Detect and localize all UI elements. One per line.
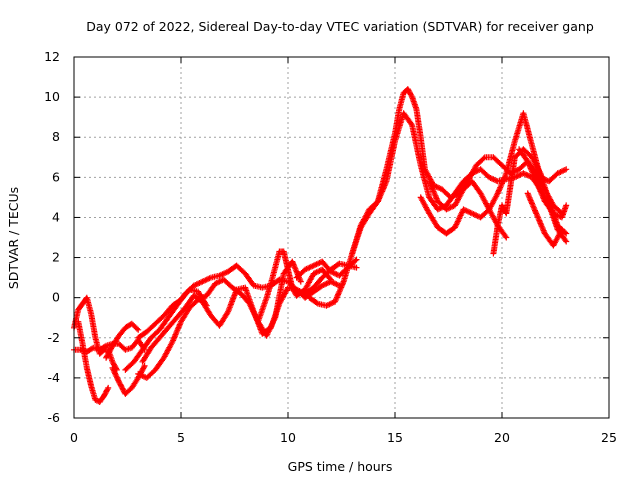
data-point-markers: [103, 320, 142, 361]
x-tick-label: 20: [494, 430, 510, 445]
grid-lines: [74, 57, 609, 418]
series-sat-track-i: [135, 286, 210, 341]
data-point-markers: [109, 362, 148, 397]
x-axis-ticks: 0 5 10 15 20 25: [70, 57, 617, 445]
y-tick-label: -2: [48, 330, 60, 345]
series-sat-track-c: [75, 318, 112, 405]
data-point-markers: [135, 286, 210, 341]
data-point-markers: [75, 318, 112, 405]
x-tick-label: 15: [387, 430, 403, 445]
x-tick-label: 5: [177, 430, 185, 445]
y-tick-label: 12: [44, 49, 60, 64]
y-tick-label: -4: [48, 370, 61, 385]
data-point-markers: [255, 248, 334, 325]
series-sat-track-r: [524, 190, 565, 249]
y-tick-label: 4: [52, 209, 60, 224]
chart-title: Day 072 of 2022, Sidereal Day-to-day VTE…: [86, 19, 594, 34]
y-axis-ticks: -6 -4 -2 0 2 4 6 8 10 12: [44, 49, 609, 425]
plot-frame: [73, 56, 610, 419]
data-point-markers: [516, 146, 570, 221]
series-sat-track-j: [255, 248, 334, 325]
data-series: [71, 86, 570, 405]
y-tick-label: 10: [44, 89, 60, 104]
y-tick-label: 6: [52, 169, 60, 184]
x-tick-label: 0: [70, 430, 78, 445]
series-sat-track-e: [109, 362, 148, 397]
y-tick-label: 2: [52, 250, 60, 265]
data-point-markers: [524, 190, 565, 249]
y-axis-label: SDTVAR / TECUs: [6, 187, 21, 289]
y-tick-label: 8: [52, 129, 60, 144]
y-tick-label: -6: [48, 410, 61, 425]
series-sat-track-d: [103, 320, 142, 361]
y-tick-label: 0: [52, 290, 60, 305]
x-tick-label: 25: [601, 430, 617, 445]
series-sat-track-q: [516, 146, 570, 221]
x-axis-label: GPS time / hours: [288, 459, 393, 474]
x-tick-label: 10: [280, 430, 296, 445]
